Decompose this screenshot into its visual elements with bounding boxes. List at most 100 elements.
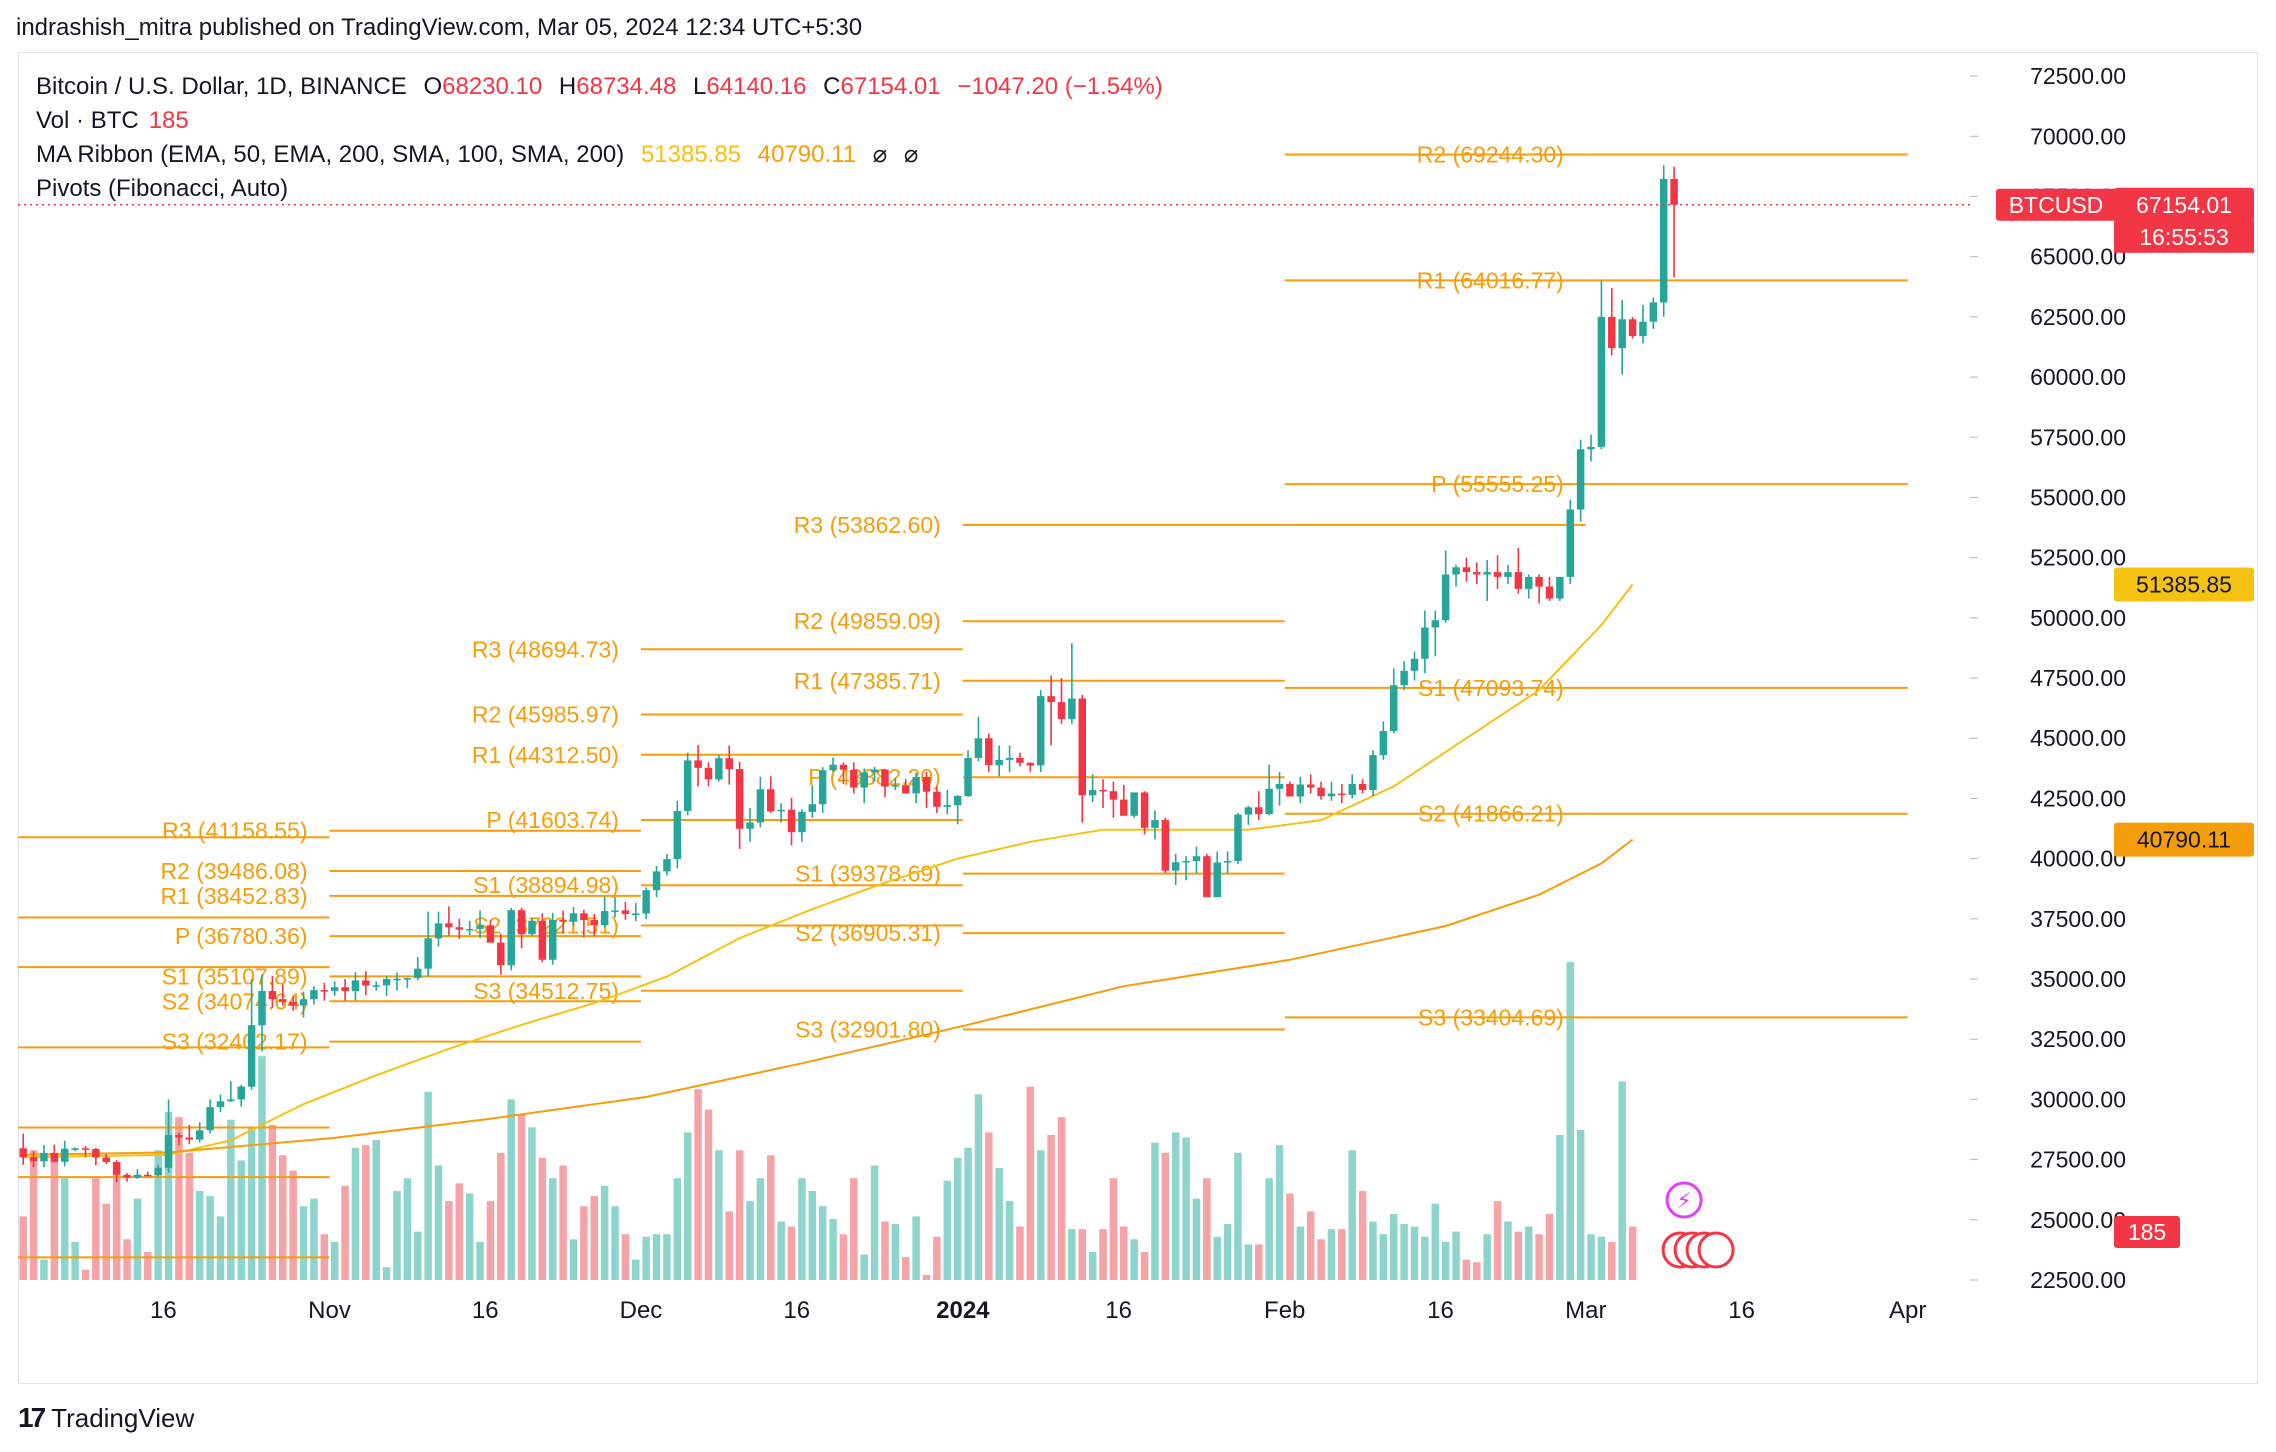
- volume-bar: [1410, 1226, 1419, 1280]
- candle-body: [1670, 178, 1678, 205]
- candle-body: [507, 910, 515, 966]
- candle-body: [756, 789, 765, 823]
- candle-body: [1483, 572, 1491, 575]
- pivot-label: S1 (47093.74): [1418, 675, 1564, 701]
- y-tick-label: 47500.00: [2030, 665, 2126, 691]
- y-tick-label: 52500.00: [2030, 545, 2126, 571]
- legend-volume-row[interactable]: Vol · BTC 185: [36, 104, 1163, 138]
- candle-body: [1306, 784, 1315, 788]
- volume-bar: [943, 1180, 952, 1280]
- candle-body: [1535, 576, 1543, 587]
- candle-body: [40, 1152, 48, 1162]
- volume-bar: [1358, 1190, 1367, 1280]
- legend-change: −1047.20 (−1.54%): [957, 73, 1163, 100]
- volume-bar: [29, 1150, 38, 1280]
- volume-bar: [71, 1241, 79, 1280]
- candle-body: [81, 1148, 90, 1150]
- volume-bar: [1026, 1086, 1035, 1280]
- candle-body: [777, 809, 785, 812]
- volume-bar: [1109, 1178, 1118, 1280]
- volume-bar: [808, 1190, 817, 1280]
- candle-body: [1639, 321, 1647, 337]
- volume-bar: [341, 1185, 349, 1280]
- candle-body: [330, 987, 339, 991]
- volume-bar: [424, 1091, 432, 1280]
- volume-bar: [1047, 1134, 1055, 1280]
- legend-open-label: O: [423, 73, 443, 100]
- candle-body: [19, 1148, 27, 1158]
- volume-bar: [580, 1206, 588, 1280]
- volume-bar: [112, 1170, 121, 1280]
- candle-body: [382, 979, 391, 986]
- volume-bar: [40, 1259, 48, 1280]
- pivot-label: S3 (34512.75): [473, 978, 619, 1004]
- volume-bar: [60, 1178, 69, 1280]
- tradingview-logo[interactable]: 17 TradingView: [18, 1402, 194, 1434]
- x-tick-label: 16: [783, 1297, 810, 1324]
- x-tick-label: Feb: [1264, 1297, 1305, 1324]
- volume-bar: [850, 1178, 858, 1280]
- candle-body: [1255, 807, 1263, 815]
- volume-bar: [1078, 1229, 1086, 1280]
- candle-body: [808, 804, 817, 812]
- candle-body: [1171, 862, 1180, 871]
- y-tick-label: 30000.00: [2030, 1086, 2126, 1112]
- candle-body: [497, 942, 505, 966]
- volume-bar: [767, 1155, 775, 1280]
- volume-bar: [1099, 1229, 1107, 1280]
- legend-pivots-row[interactable]: Pivots (Fibonacci, Auto): [36, 172, 1163, 206]
- candle-body: [621, 910, 630, 915]
- y-tick-label: 57500.00: [2030, 424, 2126, 450]
- price-chart[interactable]: R3 (40886.46)R2 (37554.24)R1 (35495.59)P…: [18, 52, 2258, 1384]
- volume-bar: [787, 1226, 796, 1280]
- volume-bar: [247, 1127, 256, 1280]
- candle-body: [227, 1099, 235, 1102]
- volume-bar: [497, 1152, 505, 1280]
- legend-ma-row[interactable]: MA Ribbon (EMA, 50, EMA, 200, SMA, 100, …: [36, 138, 1163, 172]
- volume-bar: [974, 1094, 983, 1280]
- x-tick-label: Nov: [308, 1297, 351, 1324]
- volume-bar: [1130, 1239, 1138, 1280]
- y-tick-label: 32500.00: [2030, 1026, 2126, 1052]
- candle-body: [362, 980, 370, 986]
- volume-bar: [445, 1201, 453, 1280]
- candle-body: [933, 791, 941, 807]
- volume-bar: [694, 1089, 702, 1280]
- candle-body: [1192, 856, 1201, 862]
- candle-body: [1390, 685, 1398, 732]
- candle-body: [1047, 696, 1055, 703]
- legend-low: 64140.16: [706, 73, 807, 100]
- candle-body: [1109, 791, 1118, 800]
- volume-bar: [1005, 1201, 1014, 1280]
- volume-bar: [195, 1190, 204, 1280]
- current-price-badge: 67154.01: [2136, 192, 2232, 218]
- volume-bar: [1275, 1145, 1284, 1280]
- volume-bar: [673, 1178, 682, 1280]
- legend-vol-value: 185: [148, 107, 189, 134]
- volume-bar: [1576, 1129, 1585, 1280]
- volume-bar: [465, 1193, 474, 1280]
- candle-body: [1016, 757, 1024, 763]
- y-tick-label: 62500.00: [2030, 304, 2126, 330]
- volume-bar: [164, 1112, 173, 1280]
- candle-body: [1514, 572, 1523, 589]
- candle-body: [735, 769, 744, 829]
- pivot-label: S3 (33404.69): [1418, 1004, 1564, 1030]
- candle-body: [1462, 567, 1471, 573]
- volume-bar: [258, 1056, 266, 1280]
- candle-body: [1400, 670, 1408, 686]
- legend-symbol-row[interactable]: Bitcoin / U.S. Dollar, 1D, BINANCE O6823…: [36, 70, 1163, 104]
- candle-body: [663, 859, 671, 872]
- candle-body: [1203, 856, 1211, 898]
- volume-bar: [102, 1203, 110, 1280]
- pivot-label: R2 (45985.97): [472, 701, 619, 727]
- candle-body: [538, 920, 547, 960]
- volume-bar: [1514, 1231, 1523, 1280]
- candle-body: [1151, 820, 1159, 828]
- volume-bar: [206, 1196, 214, 1280]
- volume-bar: [1088, 1252, 1097, 1280]
- candle-body: [964, 757, 972, 797]
- volume-bar: [1473, 1262, 1481, 1280]
- legend-ma3: ⌀: [872, 141, 888, 168]
- candle-body: [715, 758, 723, 780]
